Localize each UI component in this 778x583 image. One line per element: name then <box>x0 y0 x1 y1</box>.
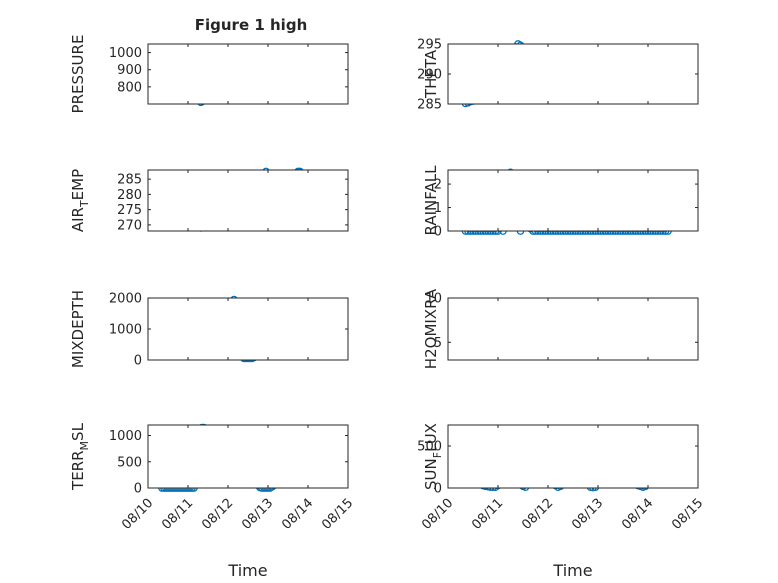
y-tick-label: 5 <box>434 336 442 351</box>
y-tick-label: 800 <box>117 80 142 95</box>
y-axis-label-main: THETA <box>422 49 440 99</box>
y-tick-label: 2 <box>434 178 442 193</box>
y-axis-label: MIXDEPTH <box>69 290 87 368</box>
y-axis-label: PRESSURE <box>69 35 87 114</box>
y-axis-label-main: RAINFALL <box>422 165 440 236</box>
y-axis-label-rest: LUX <box>422 423 440 452</box>
y-tick-label: 0 <box>434 225 442 240</box>
axes-box <box>147 424 349 489</box>
y-axis-label-main: TERR <box>69 450 87 491</box>
axes-box <box>447 297 699 361</box>
subplot-1: 800 900 1000 PRESSURE <box>69 35 349 114</box>
y-tick-label: 275 <box>117 203 142 218</box>
axes-box <box>147 297 349 361</box>
y-axis-label: RAINFALL <box>422 165 440 236</box>
y-tick-label: 0 <box>434 482 442 497</box>
y-axis-label-rest: EMP <box>69 169 87 200</box>
y-tick-label: 270 <box>117 218 142 233</box>
x-axis-label: Time <box>227 561 267 580</box>
y-tick-label: 1000 <box>109 46 142 61</box>
y-axis-label: TERRMSL <box>69 422 91 491</box>
y-tick-label: 1000 <box>109 323 142 338</box>
y-axis-label: AIRTEMP <box>69 169 91 232</box>
y-tick-label: 500 <box>117 455 142 470</box>
y-axis-label: THETA <box>422 49 440 99</box>
y-tick-label: 280 <box>117 188 142 203</box>
x-axis-label: Time <box>552 561 592 580</box>
y-tick-label: 0 <box>134 354 142 369</box>
y-axis-label-rest: SL <box>69 422 87 441</box>
y-axis-label-main: AIR <box>69 207 87 232</box>
y-tick-label: 500 <box>417 440 442 455</box>
y-tick-label: 10 <box>425 292 442 307</box>
axes-box <box>447 169 699 232</box>
y-tick-label: 2000 <box>109 292 142 307</box>
y-axis-label-main: PRESSURE <box>69 35 87 114</box>
y-axis-label-main: MIXDEPTH <box>69 290 87 368</box>
y-tick-label: 0 <box>134 482 142 497</box>
y-axis-label-subscript: M <box>78 441 91 451</box>
y-tick-label: 900 <box>117 63 142 78</box>
y-axis-label: SUNFLUX <box>422 423 444 490</box>
y-tick-label: 285 <box>117 173 142 188</box>
y-tick-label: 290 <box>417 68 442 83</box>
y-tick-label: 1 <box>434 201 442 216</box>
axes-box <box>147 169 349 232</box>
y-axis-label-main: H2OMIXRA <box>422 288 440 369</box>
axes-box <box>447 424 699 489</box>
y-axis-label-subscript: T <box>78 200 91 208</box>
y-tick-label: 1000 <box>109 429 142 444</box>
y-tick-label: 295 <box>417 38 442 53</box>
y-axis-label-main: SUN <box>422 458 440 490</box>
axes-box <box>147 43 349 105</box>
y-tick-label: 285 <box>417 98 442 113</box>
axes-box <box>447 43 699 105</box>
y-axis-label: H2OMIXRA <box>422 288 440 369</box>
y-axis-label-subscript: F <box>431 452 444 458</box>
subplot-5: 0 1000 2000 MIXDEPTH <box>69 290 349 369</box>
figure-title: Figure 1 high <box>195 16 308 34</box>
